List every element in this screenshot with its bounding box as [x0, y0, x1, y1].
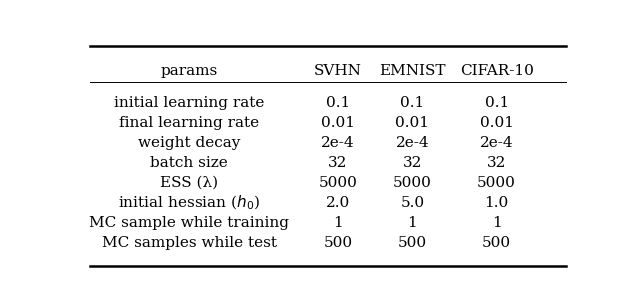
Text: 32: 32	[328, 156, 348, 170]
Text: 1.0: 1.0	[484, 196, 509, 210]
Text: params: params	[161, 64, 218, 78]
Text: 1: 1	[492, 216, 502, 230]
Text: 2e-4: 2e-4	[480, 136, 513, 150]
Text: 2e-4: 2e-4	[321, 136, 355, 150]
Text: weight decay: weight decay	[138, 136, 240, 150]
Text: 0.1: 0.1	[400, 96, 424, 110]
Text: 5000: 5000	[319, 176, 357, 190]
Text: 0.01: 0.01	[479, 116, 514, 130]
Text: EMNIST: EMNIST	[379, 64, 445, 78]
Text: final learning rate: final learning rate	[119, 116, 259, 130]
Text: 5.0: 5.0	[400, 196, 424, 210]
Text: 500: 500	[397, 236, 427, 250]
Text: 32: 32	[403, 156, 422, 170]
Text: initial hessian ($h_0$): initial hessian ($h_0$)	[118, 194, 260, 212]
Text: 500: 500	[323, 236, 353, 250]
Text: 0.01: 0.01	[321, 116, 355, 130]
Text: 1: 1	[333, 216, 343, 230]
Text: MC sample while training: MC sample while training	[89, 216, 289, 230]
Text: initial learning rate: initial learning rate	[114, 96, 264, 110]
Text: ESS (λ): ESS (λ)	[160, 176, 218, 190]
Text: 5000: 5000	[393, 176, 432, 190]
Text: 0.1: 0.1	[484, 96, 509, 110]
Text: CIFAR-10: CIFAR-10	[460, 64, 534, 78]
Text: 2e-4: 2e-4	[396, 136, 429, 150]
Text: 5000: 5000	[477, 176, 516, 190]
Text: SVHN: SVHN	[314, 64, 362, 78]
Text: 32: 32	[487, 156, 506, 170]
Text: batch size: batch size	[150, 156, 228, 170]
Text: 0.1: 0.1	[326, 96, 350, 110]
Text: 2.0: 2.0	[326, 196, 350, 210]
Text: 500: 500	[482, 236, 511, 250]
Text: 1: 1	[408, 216, 417, 230]
Text: MC samples while test: MC samples while test	[102, 236, 276, 250]
Text: 0.01: 0.01	[396, 116, 429, 130]
